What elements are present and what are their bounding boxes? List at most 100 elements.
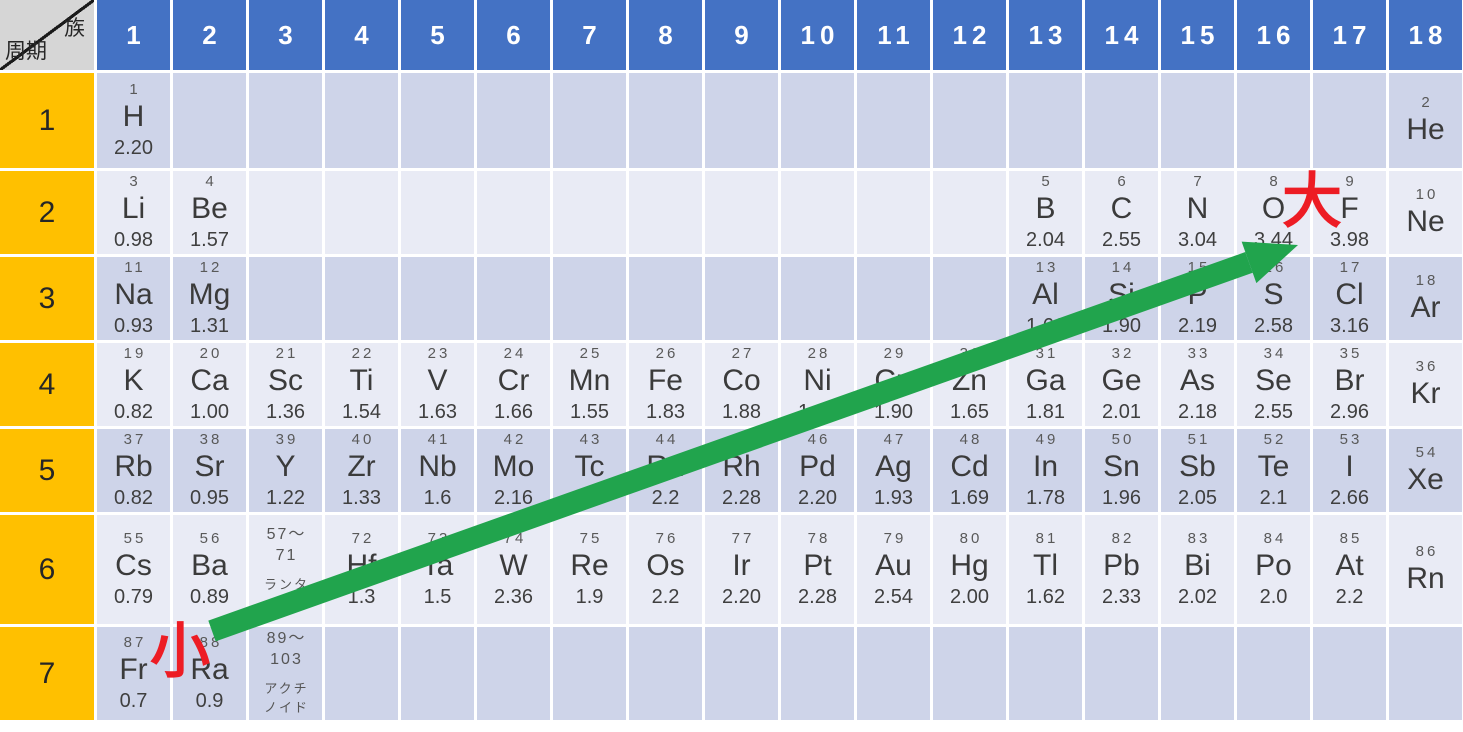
atomic-number: 26 bbox=[655, 344, 679, 362]
note-line: アクチ bbox=[264, 681, 309, 697]
cell-Nb: 41 Nb 1.6 bbox=[401, 429, 474, 512]
electronegativity-value: 2.20 bbox=[114, 136, 153, 159]
atomic-number: 56 bbox=[199, 529, 223, 547]
electronegativity-value: 2.18 bbox=[1178, 400, 1217, 423]
element-symbol: Rn bbox=[1406, 561, 1445, 595]
electronegativity-value: 0.82 bbox=[114, 400, 153, 423]
electronegativity-value: 2.36 bbox=[494, 585, 533, 608]
empty-cell bbox=[325, 73, 398, 168]
empty-cell bbox=[629, 627, 702, 720]
cell-Ra: 88 Ra 0.9 bbox=[173, 627, 246, 720]
atomic-number: 29 bbox=[883, 344, 907, 362]
atomic-number: 77 bbox=[731, 529, 755, 547]
element-symbol: Hg bbox=[950, 548, 989, 582]
element-symbol: Fe bbox=[647, 363, 683, 397]
atomic-number: 34 bbox=[1263, 344, 1287, 362]
atomic-number: 28 bbox=[807, 344, 831, 362]
cell-Cl: 17 Cl 3.16 bbox=[1313, 257, 1386, 340]
electronegativity-value: 3.98 bbox=[1330, 228, 1369, 251]
period-label-5: 5 bbox=[0, 429, 94, 512]
cell-Ar: 18 Ar bbox=[1389, 257, 1462, 340]
electronegativity-value: 2.1 bbox=[1259, 486, 1288, 509]
cell-C: 6 C 2.55 bbox=[1085, 171, 1158, 254]
electronegativity-value: 1.66 bbox=[494, 400, 533, 423]
cell-Cr: 24 Cr 1.66 bbox=[477, 343, 550, 426]
empty-cell bbox=[1237, 73, 1310, 168]
element-symbol: Sr bbox=[194, 449, 225, 483]
cell-Mg: 12 Mg 1.31 bbox=[173, 257, 246, 340]
electronegativity-value: 1.83 bbox=[646, 400, 685, 423]
electronegativity-value: 1.90 bbox=[874, 400, 913, 423]
cell-Ge: 32 Ge 2.01 bbox=[1085, 343, 1158, 426]
range-line: 89～ bbox=[266, 629, 307, 647]
element-symbol: Ar bbox=[1410, 290, 1441, 324]
element-symbol: Ra bbox=[190, 652, 229, 686]
note-line: ノイド bbox=[263, 700, 309, 716]
element-symbol: Pt bbox=[803, 548, 832, 582]
empty-cell bbox=[1009, 627, 1082, 720]
element-symbol: Ag bbox=[875, 449, 912, 483]
group-header-11: 11 bbox=[857, 0, 930, 70]
element-symbol: W bbox=[499, 548, 528, 582]
empty-cell bbox=[1085, 627, 1158, 720]
atomic-number: 37 bbox=[123, 430, 147, 448]
element-symbol: Cu bbox=[874, 363, 913, 397]
electronegativity-value: 1.36 bbox=[266, 400, 305, 423]
electronegativity-value: 1.3 bbox=[347, 585, 376, 608]
atomic-number: 50 bbox=[1111, 430, 1135, 448]
element-symbol: Cd bbox=[950, 449, 989, 483]
cell-Rn: 86 Rn bbox=[1389, 515, 1462, 624]
electronegativity-value: 2.20 bbox=[798, 486, 837, 509]
cell-Li: 3 Li 0.98 bbox=[97, 171, 170, 254]
electronegativity-value: 2.20 bbox=[722, 585, 761, 608]
atomic-number: 82 bbox=[1111, 529, 1135, 547]
empty-cell bbox=[781, 257, 854, 340]
element-symbol: K bbox=[123, 363, 144, 397]
electronegativity-value: 2.0 bbox=[1259, 585, 1288, 608]
cell-K: 19 K 0.82 bbox=[97, 343, 170, 426]
cell-Ne: 10 Ne bbox=[1389, 171, 1462, 254]
atomic-number: 6 bbox=[1117, 172, 1129, 190]
electronegativity-value: 2.2 bbox=[651, 486, 680, 509]
electronegativity-value: 1.90 bbox=[1102, 314, 1141, 337]
atomic-number: 54 bbox=[1415, 443, 1439, 461]
atomic-number-range: 89～ 103 bbox=[265, 629, 307, 671]
element-symbol: Hf bbox=[346, 548, 377, 582]
group-header-2: 2 bbox=[173, 0, 246, 70]
electronegativity-value: 0.98 bbox=[114, 228, 153, 251]
empty-cell bbox=[477, 627, 550, 720]
element-symbol: Cr bbox=[497, 363, 530, 397]
element-symbol: Nb bbox=[418, 449, 457, 483]
period-label-3: 3 bbox=[0, 257, 94, 340]
period-label-6: 6 bbox=[0, 515, 94, 624]
element-symbol: B bbox=[1035, 191, 1056, 225]
empty-cell bbox=[1085, 73, 1158, 168]
electronegativity-value: 2.33 bbox=[1102, 585, 1141, 608]
cell-Fe: 26 Fe 1.83 bbox=[629, 343, 702, 426]
group-header-15: 15 bbox=[1161, 0, 1234, 70]
empty-cell bbox=[933, 73, 1006, 168]
range-line: 57～ bbox=[266, 525, 307, 543]
electronegativity-value: 2.2 bbox=[651, 585, 680, 608]
empty-cell bbox=[629, 73, 702, 168]
cell-Ca: 20 Ca 1.00 bbox=[173, 343, 246, 426]
empty-cell bbox=[401, 257, 474, 340]
cell-Ag: 47 Ag 1.93 bbox=[857, 429, 930, 512]
atomic-number: 10 bbox=[1415, 185, 1439, 203]
cell-Re: 75 Re 1.9 bbox=[553, 515, 626, 624]
element-symbol: Co bbox=[722, 363, 761, 397]
atomic-number: 1 bbox=[129, 80, 141, 98]
atomic-number: 8 bbox=[1269, 172, 1281, 190]
empty-cell bbox=[705, 73, 778, 168]
element-symbol: Tl bbox=[1033, 548, 1058, 582]
atomic-number: 13 bbox=[1035, 258, 1059, 276]
cell-Be: 4 Be 1.57 bbox=[173, 171, 246, 254]
atomic-number: 55 bbox=[123, 529, 147, 547]
element-symbol: Sc bbox=[267, 363, 303, 397]
cell-Pb: 82 Pb 2.33 bbox=[1085, 515, 1158, 624]
atomic-number: 23 bbox=[427, 344, 451, 362]
element-symbol: Ru bbox=[646, 449, 685, 483]
electronegativity-value: 1.9 bbox=[575, 486, 604, 509]
range-line: 71 bbox=[275, 546, 298, 564]
